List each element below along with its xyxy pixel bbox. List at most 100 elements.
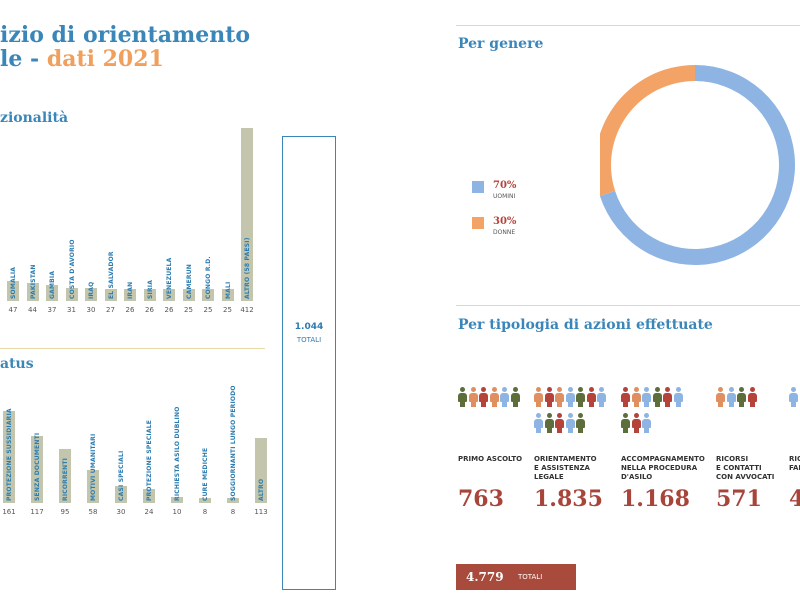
person-legs xyxy=(633,401,639,407)
action-value-0: 763 xyxy=(458,486,504,512)
action-value-1: 1.835 xyxy=(534,486,603,512)
person-head xyxy=(623,387,628,392)
person-head xyxy=(718,387,723,392)
person-icon xyxy=(576,387,585,407)
person-head xyxy=(557,413,562,418)
bar-value-12: 412 xyxy=(240,306,254,314)
person-body xyxy=(468,393,478,402)
page-title-prefix: le - xyxy=(0,46,47,72)
person-legs xyxy=(512,401,518,407)
bar-value-8: 8 xyxy=(230,508,236,516)
bar-value-7: 8 xyxy=(202,508,208,516)
person-body xyxy=(565,419,575,428)
person-body xyxy=(631,419,641,428)
person-icon xyxy=(621,413,630,433)
person-body xyxy=(576,393,585,402)
person-icon xyxy=(468,387,478,407)
person-legs xyxy=(718,401,723,407)
person-head xyxy=(546,387,552,392)
bar-9 xyxy=(182,289,195,301)
bar-value-6: 26 xyxy=(125,306,135,314)
person-body xyxy=(544,393,554,402)
bar-8 xyxy=(163,289,175,301)
person-body xyxy=(479,393,488,402)
nationality-header: zionalità xyxy=(0,110,69,126)
bar-value-6: 10 xyxy=(172,508,182,516)
person-legs xyxy=(470,401,476,407)
status-header: atus xyxy=(0,356,34,372)
person-head xyxy=(749,387,755,392)
bar-value-2: 95 xyxy=(60,508,70,516)
person-head xyxy=(491,387,497,392)
person-icon xyxy=(586,387,596,407)
person-icon xyxy=(631,413,641,433)
actions-header: Per tipologia di azioni effettuate xyxy=(458,317,713,333)
person-legs xyxy=(536,427,541,433)
person-body xyxy=(642,419,651,428)
bar-8 xyxy=(227,498,239,503)
action-value-2: 1.168 xyxy=(621,486,690,512)
gender-donut xyxy=(600,65,795,265)
person-body xyxy=(586,393,596,402)
bar-6 xyxy=(171,497,183,503)
person-icon xyxy=(565,413,575,433)
bar-1 xyxy=(31,436,43,503)
person-legs xyxy=(502,401,507,407)
nationality-total-label: TOTALI xyxy=(296,336,322,344)
person-body xyxy=(716,393,725,402)
bar-3 xyxy=(65,287,78,301)
bar-4 xyxy=(85,288,97,301)
nationality-total-box: 1.044 TOTALI xyxy=(282,136,336,590)
person-head xyxy=(502,387,507,392)
bar-12 xyxy=(241,128,253,301)
nationality-chart: SOMALIA 47 PAKISTAN 44 GAMBIA 37 COSTA D'AVORI… xyxy=(0,0,280,340)
person-body xyxy=(458,393,467,402)
donut-slice-female xyxy=(600,65,695,196)
bar-4 xyxy=(115,485,127,503)
gender-header: Per genere xyxy=(458,36,544,52)
bar-7 xyxy=(143,289,156,301)
person-body xyxy=(621,419,630,428)
person-icon xyxy=(621,387,630,407)
bar-value-9: 113 xyxy=(254,508,268,516)
person-legs xyxy=(578,401,583,407)
person-legs xyxy=(567,401,573,407)
person-icon xyxy=(458,387,467,407)
person-legs xyxy=(588,401,594,407)
person-body xyxy=(597,393,606,402)
person-legs xyxy=(623,427,628,433)
person-icon xyxy=(747,387,757,407)
person-icon xyxy=(789,387,798,407)
person-icon xyxy=(565,387,575,407)
person-legs xyxy=(567,427,573,433)
actions-total-value: 4.779 xyxy=(466,570,504,584)
bar-0 xyxy=(7,281,19,301)
bar-9 xyxy=(255,438,267,503)
bar-value-11: 25 xyxy=(223,306,232,314)
person-icon xyxy=(642,413,651,433)
nationality-divider xyxy=(0,348,265,349)
person-head xyxy=(567,413,573,418)
person-body xyxy=(673,393,683,402)
person-body xyxy=(555,419,564,428)
person-icon xyxy=(555,387,564,407)
person-icon xyxy=(534,387,543,407)
person-body xyxy=(500,393,509,402)
person-body xyxy=(534,393,543,402)
person-legs xyxy=(728,401,734,407)
person-icon xyxy=(737,387,746,407)
person-head xyxy=(623,413,628,418)
person-icon xyxy=(642,387,651,407)
person-body xyxy=(489,393,499,402)
bar-7 xyxy=(199,498,211,503)
bar-6 xyxy=(124,289,136,301)
bar-value-5: 24 xyxy=(144,508,154,516)
person-legs xyxy=(675,401,681,407)
person-legs xyxy=(749,401,755,407)
person-body xyxy=(726,393,736,402)
bar-value-1: 117 xyxy=(30,508,44,516)
person-icon xyxy=(510,387,520,407)
person-icon xyxy=(597,387,606,407)
actions-top-rule xyxy=(456,305,800,306)
bar-value-9: 25 xyxy=(184,306,193,314)
